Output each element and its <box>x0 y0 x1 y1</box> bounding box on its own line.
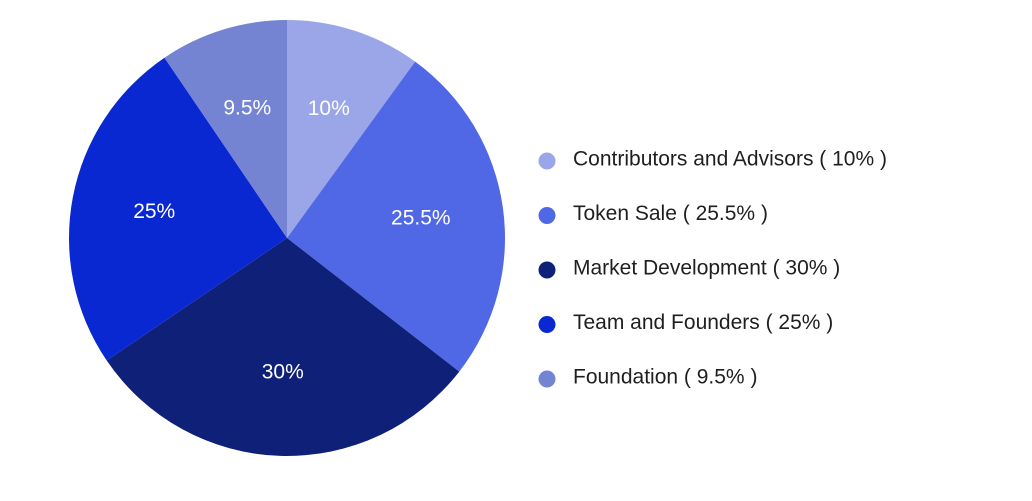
pie-slices <box>68 20 505 456</box>
pie-slice <box>287 20 416 238</box>
legend-label: Foundation ( 9.5% ) <box>573 366 757 389</box>
pie-slice <box>106 238 460 456</box>
pie-slice-label: 25% <box>133 200 175 223</box>
pie-slice <box>164 20 287 238</box>
legend-marker <box>538 261 556 279</box>
legend-label: Team and Founders ( 25% ) <box>573 311 833 334</box>
pie-slice-label: 25.5% <box>391 207 451 230</box>
pie-slice <box>287 61 505 372</box>
legend-item: Team and Founders ( 25% ) <box>538 311 833 334</box>
pie-slice <box>68 57 287 361</box>
legend-label: Market Development ( 30% ) <box>573 257 840 280</box>
legend-item: Contributors and Advisors ( 10% ) <box>538 148 887 171</box>
legend-marker <box>538 316 556 333</box>
legend-label: Token Sale ( 25.5% ) <box>573 202 768 225</box>
legend-item: Foundation ( 9.5% ) <box>538 366 757 389</box>
legend: Contributors and Advisors ( 10% ) Token S… <box>538 148 887 389</box>
legend-item: Token Sale ( 25.5% ) <box>538 202 768 225</box>
legend-marker <box>538 207 556 224</box>
legend-item: Market Development ( 30% ) <box>538 257 840 280</box>
pie-slice-label: 10% <box>308 97 350 120</box>
pie-slice-label: 9.5% <box>223 96 271 119</box>
legend-marker <box>538 152 556 170</box>
pie-slice-labels: 10% 25.5% 30% 25% 9.5% <box>133 96 450 383</box>
legend-marker <box>538 370 556 388</box>
legend-label: Contributors and Advisors ( 10% ) <box>573 148 887 171</box>
pie-slice-label: 30% <box>262 361 304 384</box>
